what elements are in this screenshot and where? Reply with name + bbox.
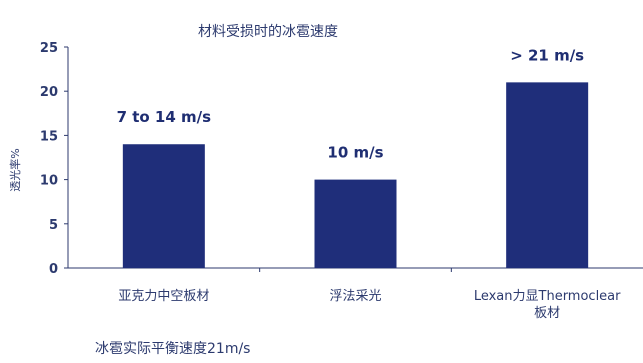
- y-tick-label: 15: [40, 129, 58, 144]
- category-label: 浮法采光: [329, 289, 381, 304]
- y-tick-label: 5: [49, 218, 58, 233]
- data-labels: 7 to 14 m/s 10 m/s > 21 m/s: [117, 46, 585, 161]
- y-tick-label: 20: [40, 85, 58, 100]
- data-label: > 21 m/s: [510, 46, 584, 64]
- footnote: 冰雹实际平衡速度21m/s: [95, 341, 250, 357]
- y-tick-label: 0: [49, 262, 58, 277]
- category-label: Lexan力显Thermoclear: [474, 289, 621, 304]
- y-axis-label: 透光率%: [8, 148, 22, 191]
- bar: [506, 82, 589, 268]
- data-label: 7 to 14 m/s: [117, 108, 212, 126]
- bar: [314, 179, 397, 268]
- category-label: 亚克力中空板材: [118, 289, 209, 304]
- data-label: 10 m/s: [327, 144, 383, 162]
- y-tick-label: 25: [40, 41, 58, 56]
- bar: [122, 144, 205, 268]
- bars: [122, 82, 589, 268]
- y-axis-ticks: 0 5 10 15 20 25: [40, 41, 452, 277]
- y-tick-label: 10: [40, 174, 58, 189]
- chart-title: 材料受损时的冰雹速度: [198, 24, 338, 40]
- category-labels: 亚克力中空板材 浮法采光 Lexan力显Thermoclear 板材: [118, 289, 621, 321]
- category-label: 板材: [534, 306, 560, 321]
